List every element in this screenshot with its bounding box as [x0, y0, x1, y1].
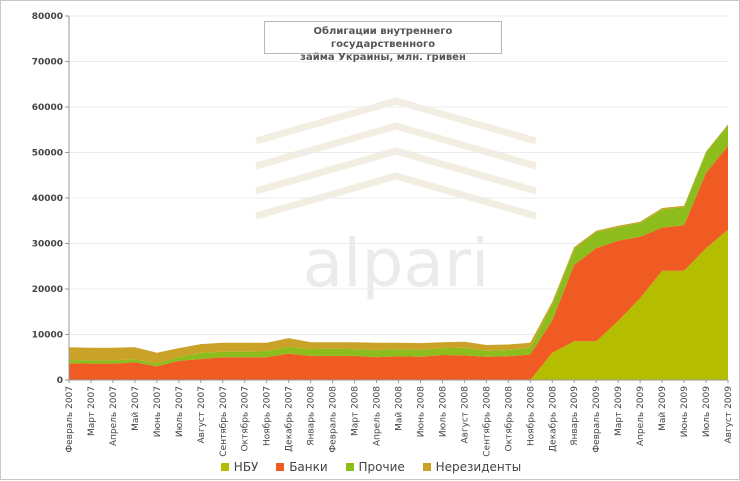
x-tick-label: Январь 2009	[570, 386, 580, 446]
x-tick-label: Февраль 2009	[592, 386, 602, 453]
x-tick-label: Апрель 2009	[636, 386, 646, 446]
x-tick-label: Апрель 2008	[373, 386, 383, 446]
legend: НБУ Банки Прочие Нерезиденты	[1, 460, 740, 474]
y-tick-label: 0	[57, 376, 63, 386]
x-tick-label: Март 2008	[351, 386, 361, 436]
y-tick-label: 20000	[32, 285, 63, 295]
watermark-chevron	[255, 172, 537, 220]
y-tick-label: 80000	[32, 12, 63, 22]
x-tick-label: Июль 2008	[438, 386, 448, 437]
x-tick-label: Сентябрь 2007	[219, 386, 229, 457]
legend-label-banks: Банки	[289, 460, 328, 474]
x-tick-label: Сентябрь 2008	[482, 386, 492, 457]
watermark-chevrons-icon	[255, 97, 537, 220]
x-tick-label: Август 2009	[724, 386, 734, 444]
x-tick-label: Июнь 2008	[416, 386, 426, 438]
watermark-chevron	[255, 97, 537, 145]
x-tick-label: Январь 2008	[307, 386, 317, 446]
legend-item-banks: Банки	[276, 460, 328, 474]
x-tick-label: Февраль 2007	[65, 386, 75, 453]
watermark-chevron	[255, 147, 537, 195]
x-tick-label: Июль 2007	[175, 386, 185, 437]
grid-lines	[69, 15, 728, 335]
x-tick-label: Август 2008	[460, 386, 470, 444]
legend-swatch-nonresidents	[422, 462, 431, 471]
legend-item-other: Прочие	[345, 460, 405, 474]
x-tick-label: Июнь 2009	[680, 386, 690, 438]
watermark-text: alpari	[303, 225, 490, 302]
x-tick-label: Декабрь 2008	[548, 386, 558, 452]
x-tick-label: Ноябрь 2008	[526, 386, 536, 446]
y-tick-label: 60000	[32, 103, 63, 113]
x-tick-label: Ноябрь 2007	[263, 386, 273, 446]
y-tick-label: 70000	[32, 58, 63, 68]
x-tick-label: Март 2007	[87, 386, 97, 436]
x-tick-label: Май 2008	[395, 386, 405, 431]
x-tick-label: Апрель 2007	[109, 386, 119, 446]
legend-item-nonresidents: Нерезиденты	[422, 460, 522, 474]
x-tick-label: Июль 2009	[702, 386, 712, 437]
legend-swatch-other	[345, 462, 354, 471]
chart-title-line1: Облигации внутреннего государственного	[313, 26, 453, 50]
series-area-0	[69, 229, 728, 380]
y-tick-label: 50000	[32, 149, 63, 159]
series-area-2	[69, 125, 728, 367]
series-area-1	[69, 145, 728, 380]
chart-title-line2: займа Украины, млн. гривен	[300, 52, 466, 63]
x-tick-label: Июнь 2007	[153, 386, 163, 437]
x-tick-label: Май 2009	[658, 386, 668, 431]
x-tick-label: Август 2007	[197, 386, 207, 443]
x-tick-label: Декабрь 2007	[285, 386, 295, 452]
chart-title: Облигации внутреннего государственного з…	[264, 21, 502, 63]
series-areas	[69, 124, 728, 380]
legend-item-nbu: НБУ	[220, 460, 259, 474]
legend-label-nonresidents: Нерезиденты	[435, 460, 522, 474]
x-tick-label: Март 2009	[614, 386, 624, 436]
x-tick-label: Октябрь 2008	[504, 386, 514, 452]
legend-swatch-banks	[276, 462, 285, 471]
x-tick-label: Февраль 2008	[329, 386, 339, 453]
alpari-watermark: alpari	[255, 97, 537, 302]
y-tick-label: 40000	[32, 194, 63, 204]
y-tick-label: 10000	[32, 331, 63, 341]
legend-swatch-nbu	[220, 462, 229, 471]
y-tick-label: 30000	[32, 240, 63, 250]
y-axis-ticks: 0 10000 20000 30000 40000 50000 60000 70000 8000…	[32, 12, 69, 386]
x-tick-label: Октябрь 2007	[241, 386, 251, 452]
x-axis-ticks: Февраль 2007 Март 2007 Апрель 2007 Май 2007…	[65, 380, 734, 457]
legend-label-nbu: НБУ	[233, 460, 259, 474]
legend-label-other: Прочие	[358, 460, 405, 474]
x-tick-label: Май 2007	[131, 386, 141, 431]
